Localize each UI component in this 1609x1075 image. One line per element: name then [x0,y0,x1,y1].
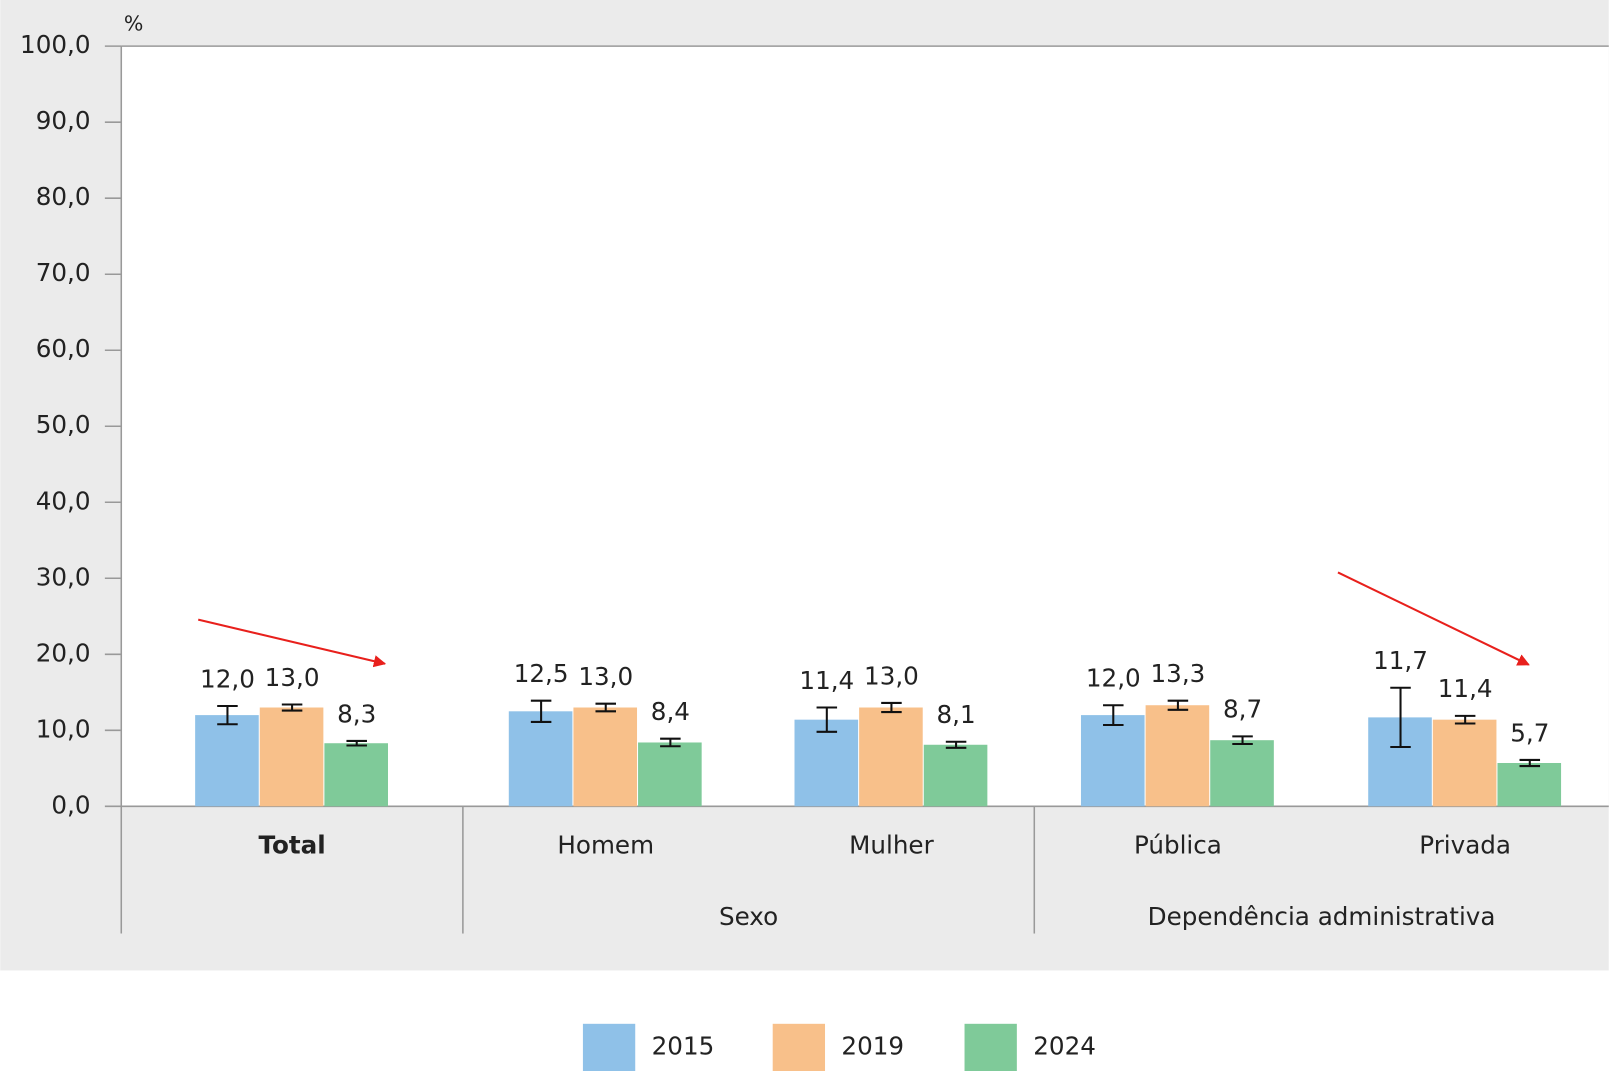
error-bar [816,706,838,733]
y-tick-label: 70,0 [36,258,91,287]
bar [859,707,923,807]
x-tick-label: Pública [1134,830,1222,859]
value-label: 8,3 [337,699,376,728]
error-bar [595,702,616,713]
legend-label: 2019 [841,1031,904,1060]
value-label: 13,0 [578,662,633,691]
bar [1145,705,1210,807]
x-tick-label: Homem [557,830,654,859]
plot-area [121,46,1609,807]
error-bar [881,701,902,714]
bar [794,719,859,807]
error-bar [1167,699,1189,711]
group-label: Sexo [719,902,778,931]
y-tick-label: 60,0 [36,334,91,363]
value-label: 12,5 [514,659,569,688]
error-bar [1232,735,1253,746]
legend-swatch [582,1023,636,1071]
legend-label: 2015 [652,1031,715,1060]
error-bar [1519,758,1541,768]
error-bar [1390,686,1411,749]
legend-swatch [772,1023,826,1071]
y-tick-label: 40,0 [36,486,91,515]
value-label: 13,3 [1151,659,1206,688]
y-tick-label: 30,0 [36,562,91,591]
error-bar [530,699,552,723]
value-label: 5,7 [1510,718,1549,747]
error-bar [217,704,238,726]
y-tick-label: 50,0 [36,410,91,439]
bar [324,743,388,807]
value-label: 12,0 [1086,664,1141,693]
value-label: 8,7 [1223,695,1262,724]
annotation-arrow [197,618,387,668]
bar [1497,762,1562,807]
y-axis-unit: % [124,12,143,36]
bar [923,744,988,807]
y-tick-label: 90,0 [36,106,91,135]
y-tick-label: 100,0 [20,30,90,59]
bar [508,711,573,807]
value-label: 12,0 [200,664,255,693]
bar [638,742,702,807]
value-label: 8,4 [651,697,690,726]
error-bar [1454,714,1476,725]
y-tick-label: 80,0 [36,182,91,211]
bar [573,707,638,807]
value-label: 11,4 [1438,674,1493,703]
value-label: 11,4 [799,666,854,695]
value-label: 8,1 [937,700,976,729]
marks: 0,0 10,0 20,0 30,0 40,0 50,0 60,0 70,0 80,0 90,0 1… [20,30,1609,1071]
legend-label: 2024 [1033,1031,1096,1060]
legend-swatch [964,1023,1017,1071]
y-tick-label: 20,0 [36,638,91,667]
bar [1210,740,1274,807]
x-tick-label: Mulher [849,830,934,859]
annotation-arrow [1337,571,1530,666]
error-bar [945,740,967,749]
y-tick-label: 0,0 [51,790,90,819]
error-bar [281,703,303,712]
x-tick-label: Total [258,830,325,859]
value-label: 13,0 [864,661,919,690]
group-label: Dependência administrativa [1148,902,1496,931]
bar [1080,715,1145,807]
bar [195,715,259,807]
error-bar [346,739,367,747]
y-tick-label: 10,0 [36,714,91,743]
bar [1432,719,1497,807]
value-label: 11,7 [1373,646,1428,675]
value-label: 13,0 [265,663,320,692]
x-tick-label: Privada [1419,830,1511,859]
error-bar [660,737,681,748]
error-bar [1103,704,1124,727]
bar [259,707,324,807]
